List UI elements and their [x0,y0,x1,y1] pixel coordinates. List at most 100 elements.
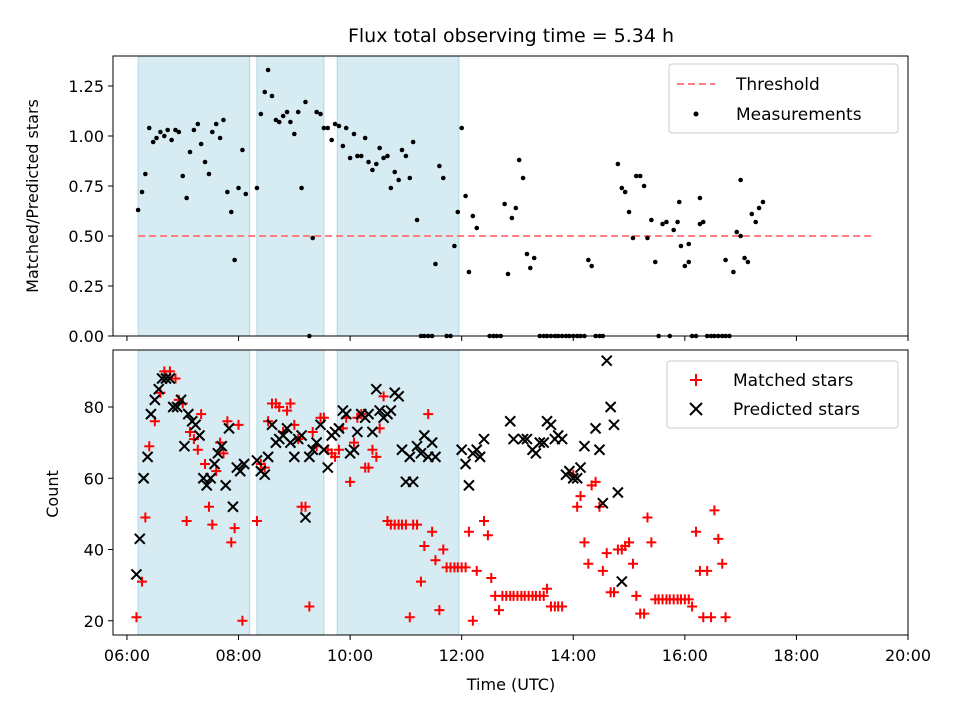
top-y-ticks: 0.00 0.25 0.50 0.75 1.00 1.25 [68,77,113,346]
matched-star-point [717,558,728,569]
observing-window-1 [137,55,251,337]
bottom-x-ticks: 06:00 08:00 10:00 12:00 14:00 16:00 18:00 20:00 [104,635,931,665]
bottom-legend-box [666,360,899,429]
measurement-point [531,255,537,261]
predicted-star-point [201,479,213,492]
matched-star-point [233,419,244,430]
matched-star-point [479,516,489,526]
top-observing-windows [137,55,460,337]
measurement-point [273,117,279,123]
predicted-star-point [348,444,360,456]
measurement-point [466,269,472,275]
top-y-tick-label: 0.75 [68,177,104,196]
predicted-star-point [589,422,602,435]
measurement-point [524,251,530,257]
x-tick-label: 12:00 [439,646,485,665]
matched-star-point [200,459,211,469]
measurement-point [385,153,390,159]
top-measurement-points [135,67,766,339]
top-y-tick-label: 1.25 [68,77,104,96]
measurement-point [520,175,526,181]
measurement-point [528,265,533,271]
measurement-point [198,141,204,147]
top-panel: 0.00 0.25 0.50 0.75 1.00 1.25 Matched/Predict… [23,55,909,346]
predicted-star-point [318,444,330,456]
observing-window-2 [256,55,325,337]
x-tick-label: 16:00 [662,646,708,665]
measurement-point [738,177,743,183]
predicted-star-point [366,426,379,438]
predicted-star-point [474,451,486,463]
bottom-count-points [130,354,731,626]
predicted-star-point [604,401,617,413]
predicted-star-point [204,472,217,484]
matched-star-point [229,523,240,534]
measurement-point [139,189,145,195]
matched-star-point [207,519,218,530]
observing-window-2 [256,349,325,636]
measurement-point [280,113,286,119]
matched-star-point [412,519,423,530]
measurement-point [440,175,446,181]
matched-star-point [494,605,505,616]
measurement-point [303,99,308,105]
legend-predicted-label: Predicted stars [733,400,860,420]
predicted-star-point [463,479,475,492]
measurement-point [187,149,193,155]
measurement-point [150,139,156,145]
predicted-star-point [385,404,397,417]
measurement-point [470,213,476,219]
predicted-star-point [571,472,583,484]
matched-star-point [713,533,724,544]
measurement-point [228,209,234,215]
measurement-point [399,147,405,153]
matched-star-point [140,512,151,523]
bottom-y-axis-label: Count [43,470,62,518]
predicted-star-point [426,436,438,449]
matched-star-point [285,398,296,409]
measurement-point [169,137,174,143]
matched-star-point [427,526,438,537]
measurement-point [213,121,219,127]
predicted-star-point [507,433,520,445]
measurement-point [437,163,442,169]
predicted-star-point [281,422,293,435]
measurement-point [180,173,186,179]
matched-star-point [192,444,203,455]
measurement-point [176,129,182,135]
predicted-star-point [517,433,529,445]
observing-window-3 [336,55,460,337]
measurement-point [645,235,650,241]
predicted-star-point [223,422,235,435]
matched-star-point [608,587,619,598]
measurement-point [206,171,212,177]
measurement-point [184,195,189,201]
measurement-point [236,185,241,191]
matched-star-point [211,466,222,477]
measurement-point [370,167,375,173]
predicted-star-point [574,461,587,474]
measurement-point [664,219,669,225]
matched-star-point [137,576,148,587]
matched-star-point [274,402,285,412]
predicted-star-point [307,444,319,456]
predicted-star-point [251,454,263,467]
predicted-star-point [322,461,334,474]
matched-star-point [460,562,471,573]
x-tick-label: 18:00 [773,646,819,665]
matched-star-point [691,526,701,537]
top-y-axis-label: Matched/Predicted stars [23,99,42,293]
measurement-point [697,221,703,227]
bottom-observing-windows [137,349,460,636]
matched-star-point [304,601,315,612]
legend-matched-label: Matched stars [733,371,853,391]
predicted-star-point [189,419,202,431]
x-tick-label: 08:00 [215,646,261,665]
predicted-star-point [153,383,165,395]
predicted-star-point [227,501,239,513]
predicted-star-point [259,468,271,481]
predicted-star-point [288,451,301,463]
measurement-point [619,185,625,191]
measurement-point [622,189,628,195]
